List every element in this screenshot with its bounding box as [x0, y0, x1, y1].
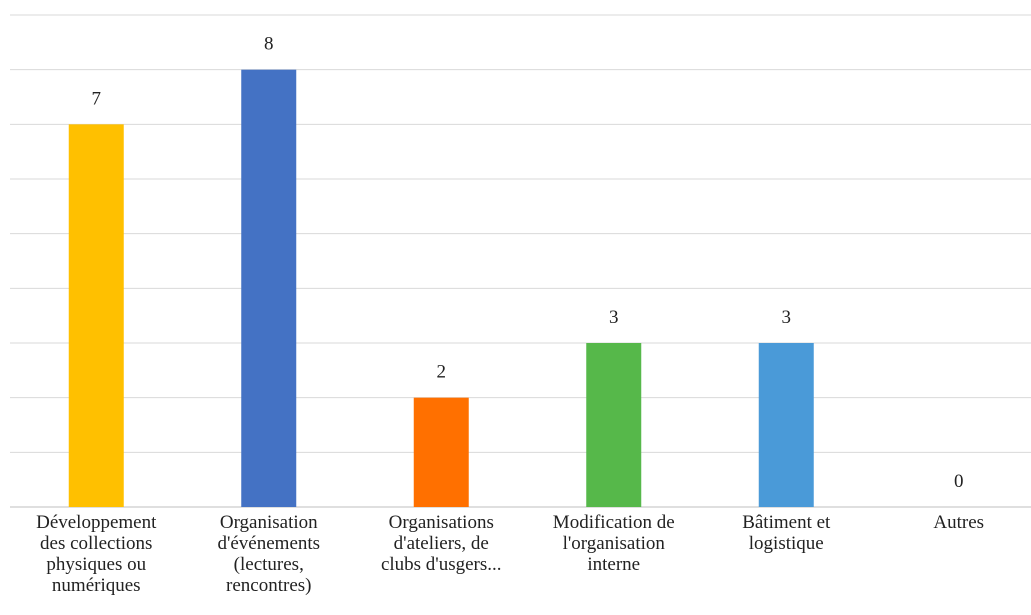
data-labels: 7 8 2 3 3 0 — [92, 34, 964, 492]
category-label: Autres — [933, 512, 985, 533]
bar — [586, 343, 642, 507]
gridlines — [10, 14, 1031, 508]
category-label: Modification de l'organisation interne — [552, 512, 675, 575]
category-label: Organisation d'événements (lectures, ren… — [217, 512, 321, 596]
bars — [68, 69, 814, 508]
bar — [413, 397, 469, 507]
category-label: Développement des collections physiques … — [36, 512, 157, 596]
data-label: 7 — [92, 88, 102, 109]
category-label: Organisations d'ateliers, de clubs d'usg… — [380, 512, 502, 575]
bar — [68, 124, 124, 507]
bar — [758, 343, 814, 507]
data-label: 2 — [437, 362, 447, 383]
data-label: 0 — [954, 471, 964, 492]
data-label: 3 — [609, 307, 619, 328]
bar — [241, 69, 297, 508]
data-label: 8 — [264, 34, 274, 55]
category-label: Bâtiment et logistique — [742, 512, 831, 554]
data-label: 3 — [782, 307, 792, 328]
